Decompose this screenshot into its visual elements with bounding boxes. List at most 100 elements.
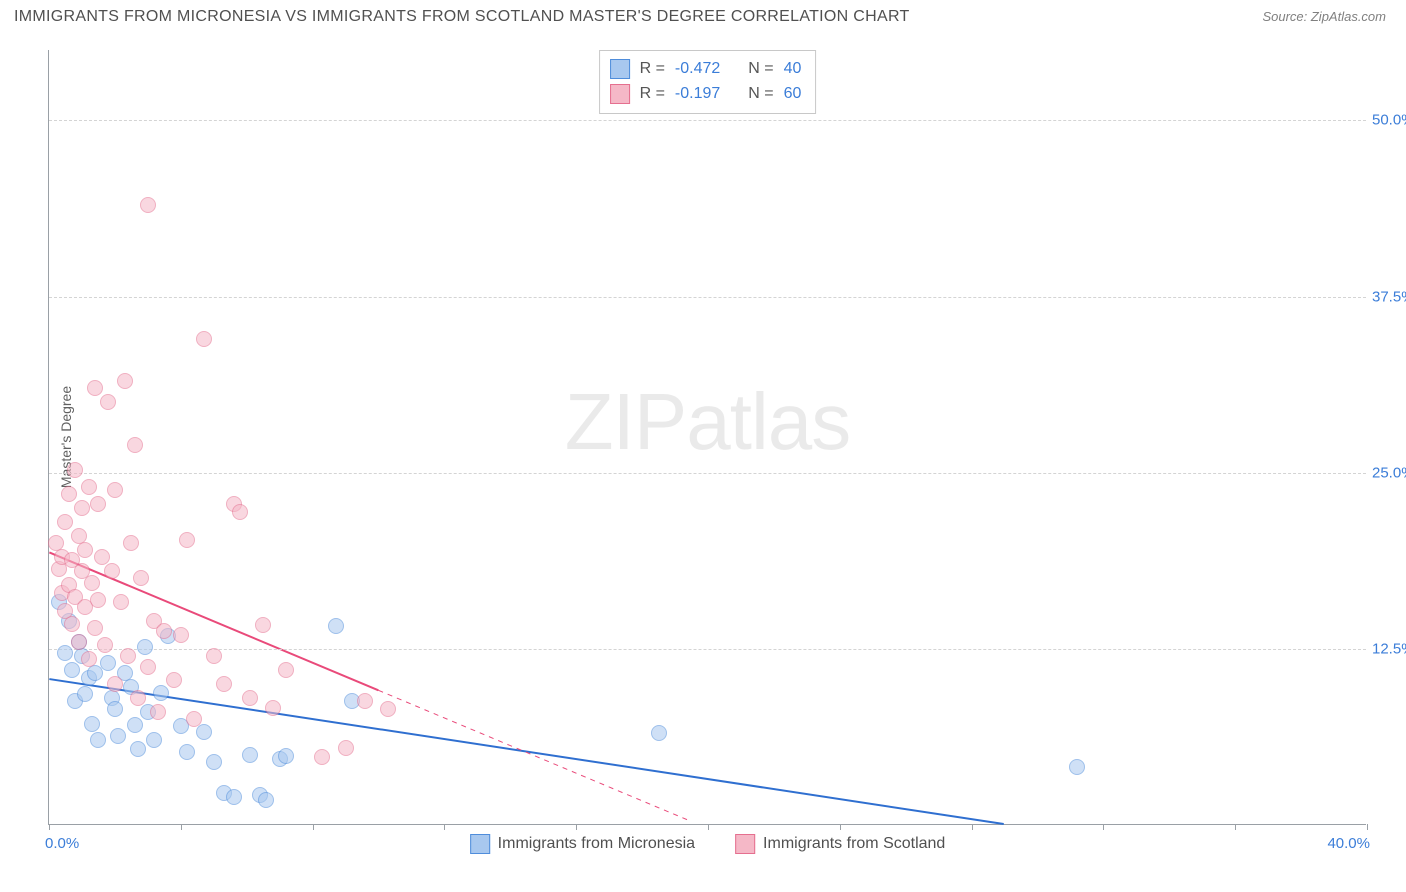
- plot-area: Master's Degree ZIPatlas R =-0.472N =40R…: [48, 50, 1366, 825]
- scatter-point: [97, 637, 113, 653]
- scatter-point: [156, 623, 172, 639]
- scatter-point: [146, 732, 162, 748]
- scatter-point: [314, 749, 330, 765]
- scatter-point: [81, 479, 97, 495]
- y-axis-tick-label: 12.5%: [1372, 640, 1406, 657]
- scatter-point: [87, 620, 103, 636]
- stats-r-label: R =: [640, 82, 665, 107]
- scatter-point: [137, 639, 153, 655]
- gridline-horizontal: [49, 473, 1366, 474]
- scatter-point: [153, 685, 169, 701]
- scatter-point: [173, 627, 189, 643]
- watermark-zip: ZIP: [565, 377, 686, 466]
- legend-swatch: [735, 834, 755, 854]
- source-name: ZipAtlas.com: [1311, 9, 1386, 24]
- x-axis-tick: [576, 824, 577, 830]
- x-axis-tick: [1367, 824, 1368, 830]
- scatter-point: [265, 700, 281, 716]
- scatter-point: [357, 693, 373, 709]
- legend-item: Immigrants from Micronesia: [470, 834, 695, 854]
- scatter-point: [216, 676, 232, 692]
- x-axis-tick: [708, 824, 709, 830]
- stats-r-value: -0.472: [675, 57, 720, 82]
- scatter-point: [179, 532, 195, 548]
- scatter-point: [328, 618, 344, 634]
- x-axis-tick: [972, 824, 973, 830]
- legend-swatch: [610, 59, 630, 79]
- x-axis-max-label: 40.0%: [1327, 835, 1370, 852]
- scatter-point: [278, 748, 294, 764]
- scatter-point: [74, 500, 90, 516]
- stats-row: R =-0.197N =60: [610, 82, 802, 107]
- scatter-point: [81, 651, 97, 667]
- source: Source: ZipAtlas.com: [1262, 8, 1386, 26]
- stats-r-label: R =: [640, 57, 665, 82]
- scatter-point: [110, 728, 126, 744]
- x-axis-tick: [1235, 824, 1236, 830]
- y-axis-tick-label: 50.0%: [1372, 112, 1406, 129]
- x-axis-tick: [840, 824, 841, 830]
- scatter-point: [140, 659, 156, 675]
- legend-swatch: [470, 834, 490, 854]
- scatter-point: [77, 686, 93, 702]
- stats-r-value: -0.197: [675, 82, 720, 107]
- x-axis-tick: [313, 824, 314, 830]
- legend-item: Immigrants from Scotland: [735, 834, 945, 854]
- x-axis-tick: [181, 824, 182, 830]
- watermark: ZIPatlas: [565, 376, 850, 468]
- legend-label: Immigrants from Scotland: [763, 835, 945, 853]
- chart-title: IMMIGRANTS FROM MICRONESIA VS IMMIGRANTS…: [14, 8, 910, 26]
- scatter-point: [64, 662, 80, 678]
- scatter-point: [71, 634, 87, 650]
- scatter-point: [57, 645, 73, 661]
- stats-n-value: 40: [784, 57, 802, 82]
- watermark-atlas: atlas: [686, 377, 850, 466]
- x-axis-tick: [49, 824, 50, 830]
- scatter-point: [150, 704, 166, 720]
- scatter-point: [120, 648, 136, 664]
- scatter-point: [84, 575, 100, 591]
- scatter-point: [84, 716, 100, 732]
- scatter-point: [255, 617, 271, 633]
- gridline-horizontal: [49, 120, 1366, 121]
- scatter-point: [258, 792, 274, 808]
- stats-n-label: N =: [748, 57, 773, 82]
- scatter-point: [127, 437, 143, 453]
- gridline-horizontal: [49, 297, 1366, 298]
- legend-label: Immigrants from Micronesia: [498, 835, 695, 853]
- scatter-point: [130, 690, 146, 706]
- stats-n-label: N =: [748, 82, 773, 107]
- scatter-point: [90, 592, 106, 608]
- scatter-point: [380, 701, 396, 717]
- scatter-point: [130, 741, 146, 757]
- scatter-point: [1069, 759, 1085, 775]
- x-axis-tick: [444, 824, 445, 830]
- scatter-point: [278, 662, 294, 678]
- scatter-point: [100, 394, 116, 410]
- y-axis-tick-label: 37.5%: [1372, 288, 1406, 305]
- legend-swatch: [610, 84, 630, 104]
- trend-line-dashed: [378, 690, 691, 821]
- scatter-point: [64, 616, 80, 632]
- gridline-horizontal: [49, 649, 1366, 650]
- scatter-point: [186, 711, 202, 727]
- x-axis-tick: [1103, 824, 1104, 830]
- scatter-point: [133, 570, 149, 586]
- scatter-point: [67, 462, 83, 478]
- scatter-point: [107, 676, 123, 692]
- scatter-point: [90, 496, 106, 512]
- scatter-point: [338, 740, 354, 756]
- scatter-point: [57, 514, 73, 530]
- scatter-point: [77, 542, 93, 558]
- scatter-point: [226, 789, 242, 805]
- x-axis-min-label: 0.0%: [45, 835, 79, 852]
- scatter-point: [61, 486, 77, 502]
- scatter-point: [107, 482, 123, 498]
- stats-row: R = -0.472 N = 40: [610, 57, 802, 82]
- bottom-legend: Immigrants from Micronesia Immigrants fro…: [470, 834, 946, 854]
- scatter-point: [232, 504, 248, 520]
- scatter-point: [179, 744, 195, 760]
- scatter-point: [127, 717, 143, 733]
- scatter-point: [107, 701, 123, 717]
- scatter-point: [113, 594, 129, 610]
